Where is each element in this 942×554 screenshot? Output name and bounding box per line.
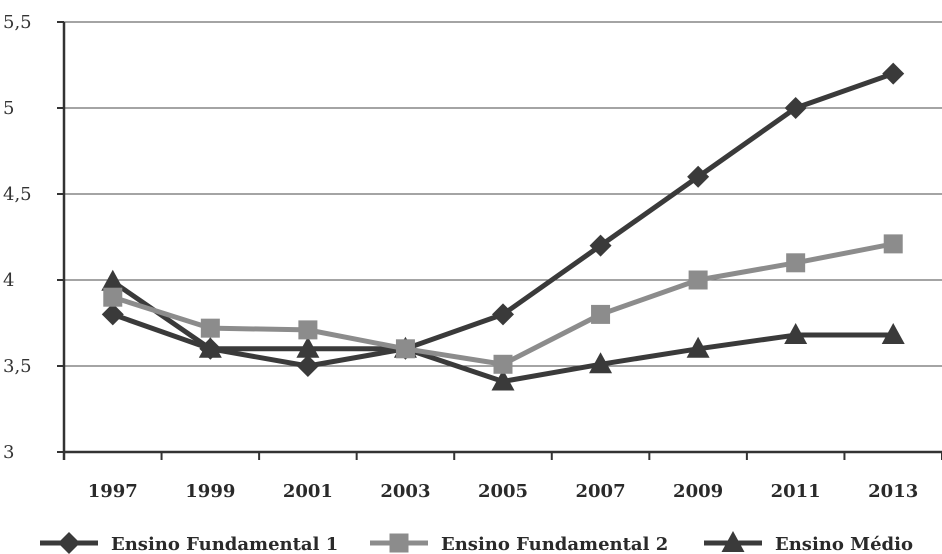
y-axis-ticks: 3 3,5 4 4,5 5 5,5 <box>3 12 32 463</box>
data-point <box>493 354 513 374</box>
data-point <box>492 303 514 326</box>
legend-item: Ensino Fundamental 2 <box>370 533 668 554</box>
data-point <box>101 303 124 326</box>
series-layer <box>101 62 905 391</box>
legend: Ensino Fundamental 1 Ensino Fundamental 2… <box>40 531 913 554</box>
legend-marker <box>721 531 745 552</box>
data-point <box>784 323 808 345</box>
data-point <box>298 320 318 340</box>
data-point <box>296 336 320 358</box>
data-point <box>589 234 612 257</box>
legend-item: Ensino Fundamental 1 <box>40 532 338 554</box>
y-tick-label: 3 <box>3 442 14 463</box>
data-point <box>199 337 222 360</box>
data-point <box>687 165 710 188</box>
x-tick-label: 2005 <box>478 481 528 502</box>
data-point <box>784 97 807 119</box>
legend-label: Ensino Fundamental 2 <box>441 534 668 554</box>
series-square <box>103 234 903 374</box>
x-tick-label: 1997 <box>88 481 138 502</box>
data-point <box>589 352 613 374</box>
legend-marker <box>389 533 409 553</box>
y-tick-label: 5 <box>3 98 14 119</box>
data-point <box>881 323 905 345</box>
y-tick-label: 4 <box>3 270 14 291</box>
data-point <box>786 253 806 273</box>
data-point <box>491 369 515 391</box>
data-point <box>688 270 708 290</box>
legend-item: Ensino Médio <box>704 531 913 554</box>
x-tick-label: 2013 <box>868 481 918 502</box>
data-point <box>591 304 611 324</box>
legend-marker <box>58 532 80 554</box>
x-tick-label: 2009 <box>673 481 723 502</box>
x-tick-label: 2007 <box>576 481 626 502</box>
y-tick-label: 4,5 <box>3 184 32 205</box>
axes <box>57 21 942 460</box>
data-point <box>200 318 220 338</box>
y-tick-label: 5,5 <box>3 12 32 33</box>
data-point <box>686 336 710 358</box>
data-point <box>882 62 905 85</box>
data-point <box>101 269 125 291</box>
x-tick-label: 2003 <box>380 481 430 502</box>
y-tick-label: 3,5 <box>3 356 32 377</box>
x-axis-ticks: 1997 1999 2001 2003 2005 2007 2009 2011 2013 <box>88 481 919 502</box>
data-point <box>395 339 415 359</box>
x-tick-label: 2011 <box>771 481 821 502</box>
data-point <box>103 287 123 307</box>
data-point <box>883 234 903 254</box>
data-point <box>296 355 319 377</box>
x-tick-label: 1999 <box>185 481 235 502</box>
legend-label: Ensino Fundamental 1 <box>111 534 338 554</box>
legend-label: Ensino Médio <box>775 534 913 554</box>
x-tick-label: 2001 <box>283 481 333 502</box>
